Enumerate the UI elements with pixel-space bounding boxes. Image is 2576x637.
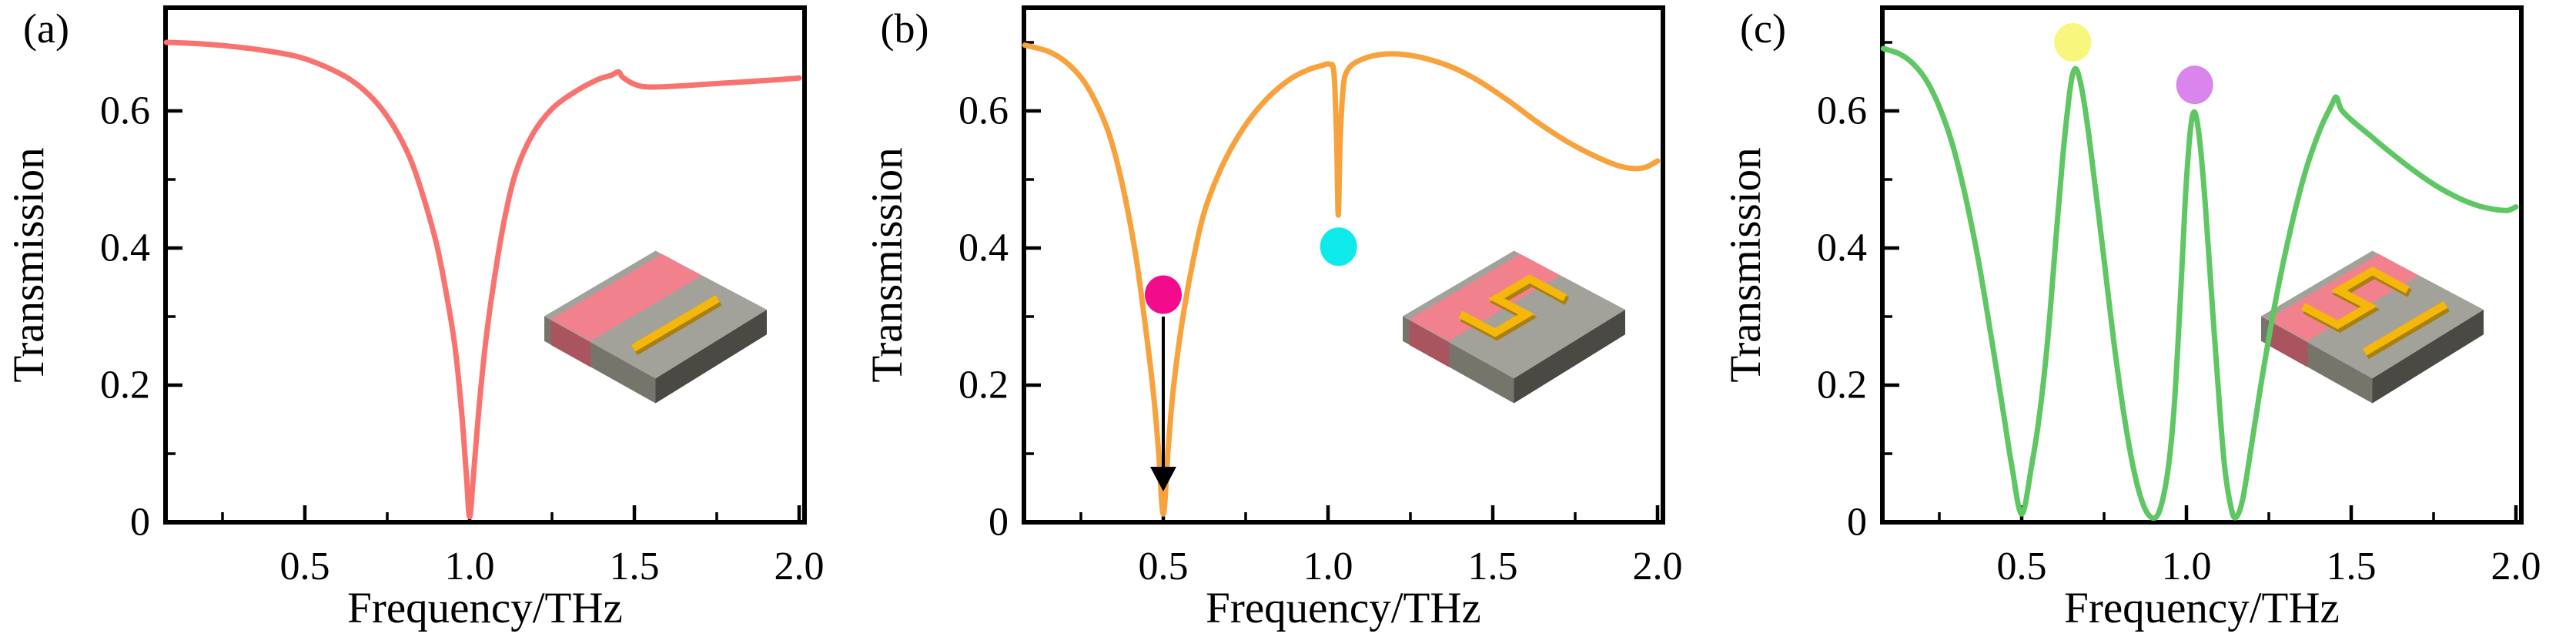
yellow-marker [2054, 23, 2092, 62]
ytick-label-0: 0 [130, 501, 150, 545]
panel-label-c: (c) [1740, 5, 1786, 52]
panel-label-b: (b) [881, 5, 929, 52]
xtick-label-2_0: 2.0 [2491, 545, 2541, 588]
magenta-marker [1145, 275, 1182, 314]
gold-bar-resonator [631, 295, 720, 352]
chip-stripe-side [2267, 320, 2308, 367]
gold-s-resonator [2301, 266, 2410, 330]
violet-marker [2176, 65, 2213, 105]
ytick-label-0: 0 [1847, 501, 1867, 545]
markers [2054, 23, 2213, 105]
inset-device-b [1403, 250, 1625, 404]
xtick-label-1_5: 1.5 [2327, 545, 2377, 588]
y-axis-label: Transmission [5, 147, 53, 382]
chip-stripe-side [550, 320, 591, 367]
ytick-label-0: 0 [989, 501, 1009, 545]
ytick-label-0_2: 0.2 [958, 364, 1009, 407]
ytick-label-0_6: 0.6 [1817, 89, 1867, 133]
chip-stripe-side [1409, 320, 1450, 367]
chip-stripe [1409, 253, 1561, 341]
panel-b: 0 0.2 0.4 0.6 0.5 1.0 1.5 2.0 Frequency/… [863, 5, 1683, 632]
ytick-label-0_6: 0.6 [958, 89, 1009, 133]
markers [1145, 227, 1357, 314]
xtick-label-1_0: 1.0 [445, 545, 495, 588]
x-axis-label: Frequency/THz [2064, 584, 2340, 632]
xtick-label-2_0: 2.0 [774, 545, 825, 588]
y-axis-label: Transmission [1721, 147, 1770, 382]
chip-side-front [2372, 310, 2484, 404]
inset-device-a [544, 250, 767, 404]
gold-s-resonator [1458, 274, 1567, 337]
chip-top [2261, 250, 2484, 379]
ytick-label-0_4: 0.4 [100, 226, 150, 270]
x-axis-label: Frequency/THz [1206, 584, 1481, 632]
panel-label-a: (a) [23, 5, 69, 52]
cyan-marker [1320, 227, 1357, 267]
chip-side-front [655, 310, 767, 404]
plot-frame [1022, 5, 1665, 525]
transmission-curve [1022, 42, 1661, 517]
ytick-label-0_2: 0.2 [1817, 364, 1867, 407]
xtick-label-1_5: 1.5 [610, 545, 660, 588]
ytick-label-0_6: 0.6 [100, 89, 150, 133]
xtick-label-0_5: 0.5 [1139, 545, 1189, 588]
xtick-label-1_0: 1.0 [1303, 545, 1353, 588]
inset-device-c [2261, 250, 2484, 404]
gold-bar-resonator [2362, 300, 2448, 356]
transmission-curve [163, 39, 802, 520]
ytick-label-0_4: 0.4 [1817, 226, 1867, 270]
annotation-arrow [1150, 317, 1176, 491]
ticks [1882, 41, 2518, 522]
panel-c: 0 0.2 0.4 0.6 0.5 1.0 1.5 2.0 Frequency/… [1721, 5, 2541, 632]
chip-side-front [1514, 310, 1625, 404]
plot-frame [163, 5, 807, 525]
xtick-label-0_5: 0.5 [1997, 545, 2047, 588]
arrow-head [1150, 466, 1176, 491]
ytick-label-0_4: 0.4 [958, 226, 1009, 270]
x-axis-label: Frequency/THz [347, 584, 623, 632]
xtick-label-0_5: 0.5 [280, 545, 330, 588]
transmission-curve [1880, 45, 2519, 521]
xtick-label-1_5: 1.5 [1468, 545, 1518, 588]
chip-stripe [550, 253, 702, 341]
plot-frame [1880, 5, 2524, 525]
chip-top [544, 250, 767, 379]
panel-a: 0 0.2 0.4 0.6 0.5 1.0 1.5 2.0 Frequency/… [5, 5, 825, 632]
xtick-label-2_0: 2.0 [1633, 545, 1683, 588]
ytick-label-0_2: 0.2 [100, 364, 150, 407]
y-axis-label: Transmission [863, 147, 912, 382]
xtick-label-1_0: 1.0 [2162, 545, 2212, 588]
